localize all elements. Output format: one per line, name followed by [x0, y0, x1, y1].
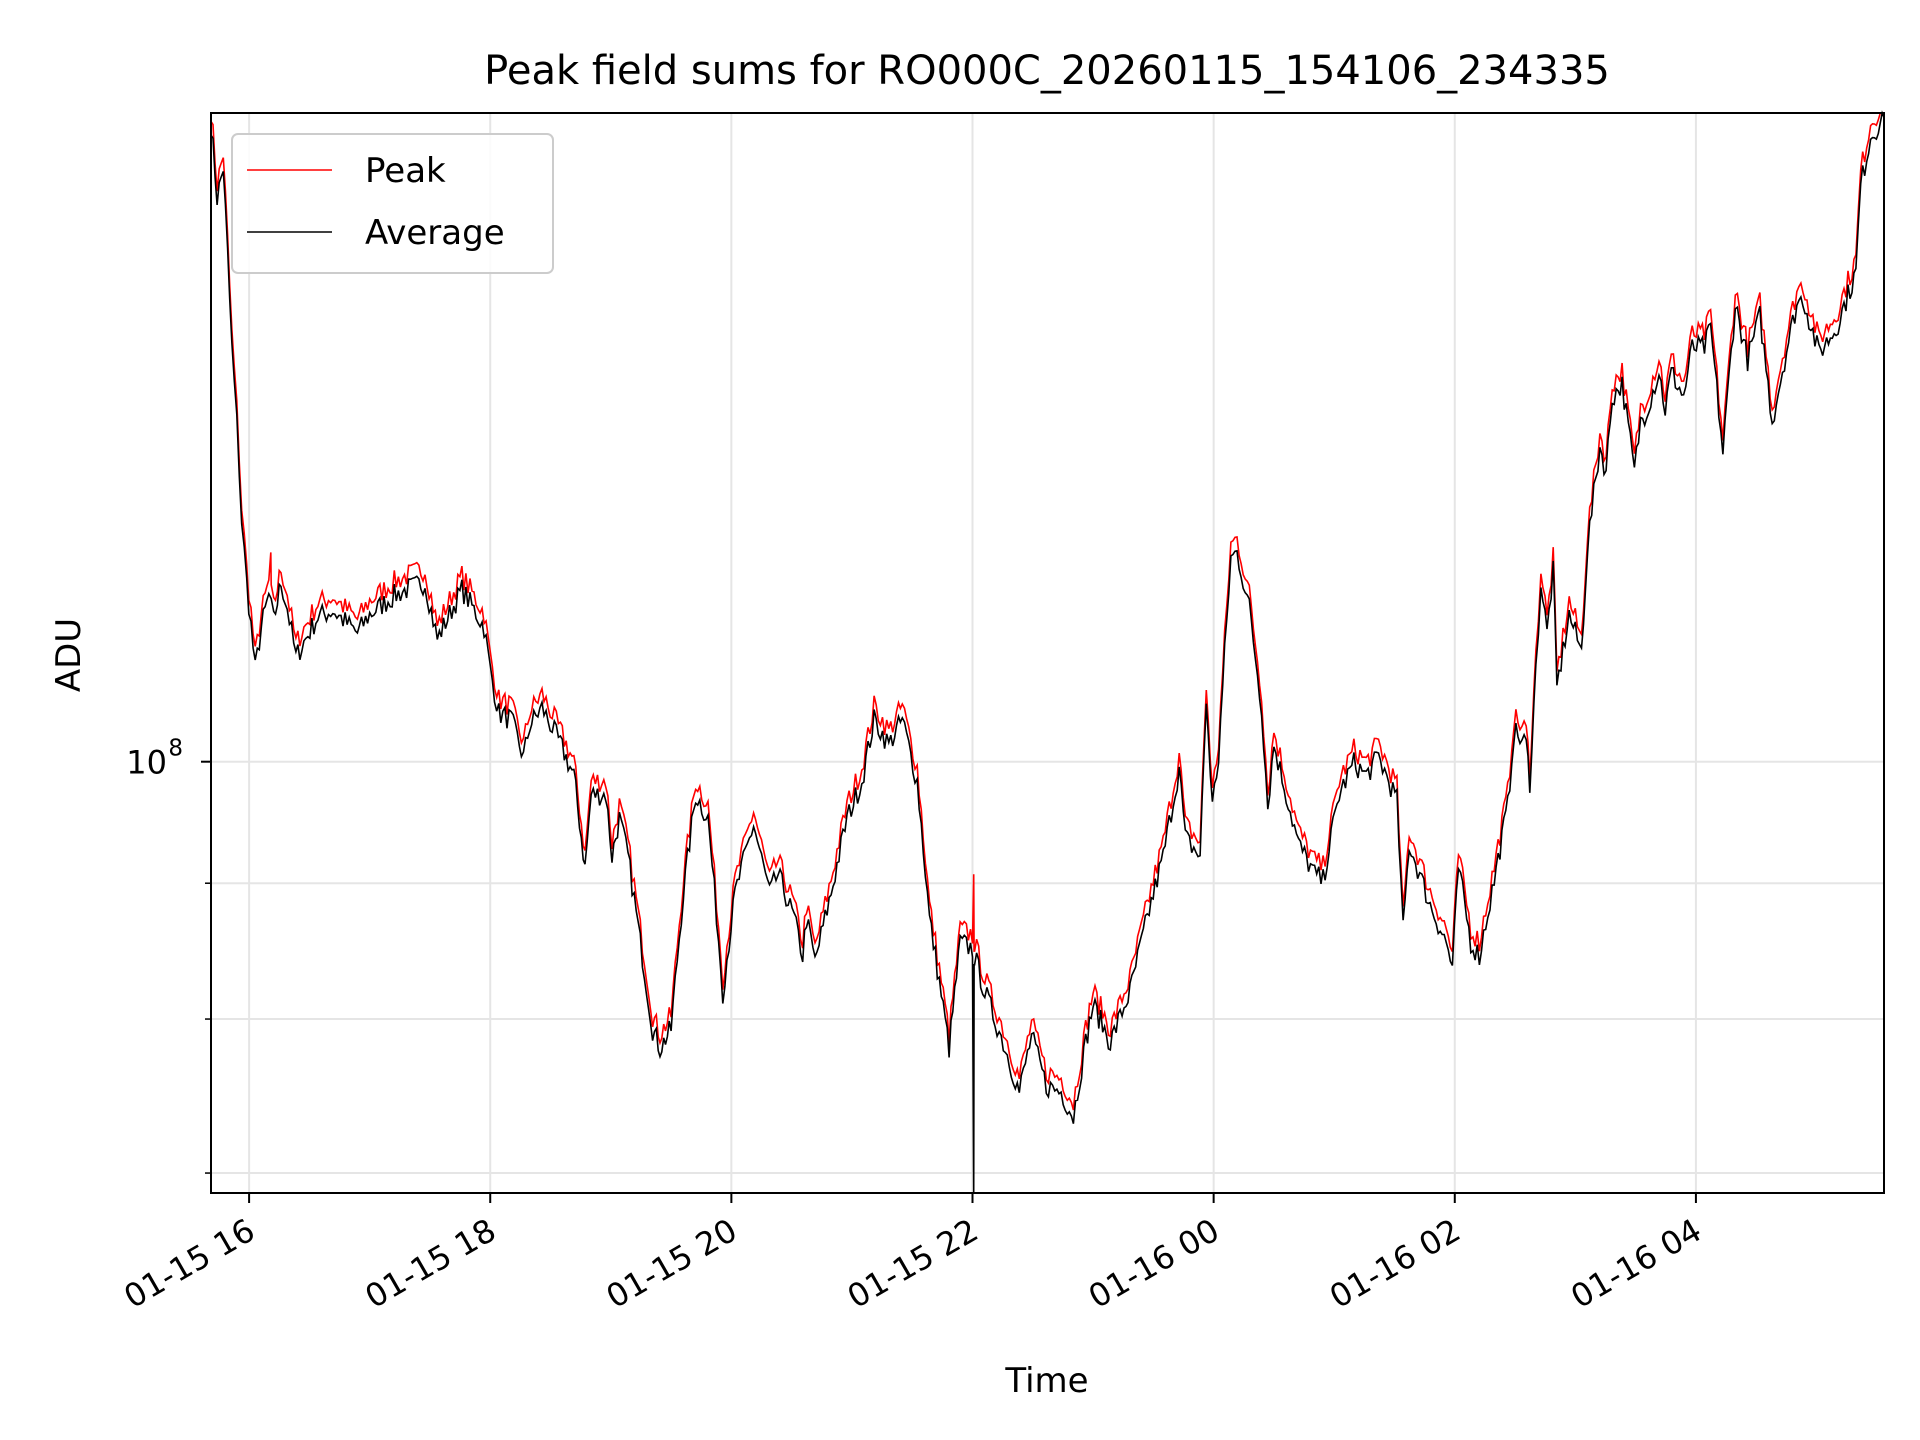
y-tick-label: 10 [126, 744, 167, 782]
x-axis-label: Time [1004, 1361, 1088, 1401]
x-tick-label: 01-15 18 [359, 1211, 503, 1316]
plot-area-frame [210, 112, 1885, 1194]
grid [211, 113, 1884, 1193]
y-axis: 10 8 [126, 736, 211, 1174]
x-tick-label: 01-16 02 [1323, 1211, 1467, 1316]
legend-peak-label: Peak [365, 151, 446, 191]
x-tick-label: 01-16 04 [1564, 1211, 1708, 1316]
y-axis-label: ADU [49, 618, 89, 692]
legend: Peak Average [231, 133, 554, 274]
x-tick-label: 01-15 22 [841, 1211, 985, 1316]
average-line [210, 110, 1885, 1194]
legend-box [231, 133, 554, 274]
x-axis: 01-15 16 01-15 18 01-15 20 01-15 22 01-16 00… [118, 1193, 1708, 1316]
plot-series [210, 110, 1885, 1194]
x-tick-label: 01-16 00 [1082, 1211, 1226, 1316]
peak-line [210, 112, 1885, 1111]
legend-average-label: Average [365, 213, 505, 253]
y-tick-label-exponent: 8 [168, 736, 183, 762]
x-tick-label: 01-15 16 [118, 1211, 262, 1316]
chart-title: Peak field sums for RO000C_20260115_1541… [484, 48, 1610, 94]
x-tick-label: 01-15 20 [600, 1211, 744, 1316]
